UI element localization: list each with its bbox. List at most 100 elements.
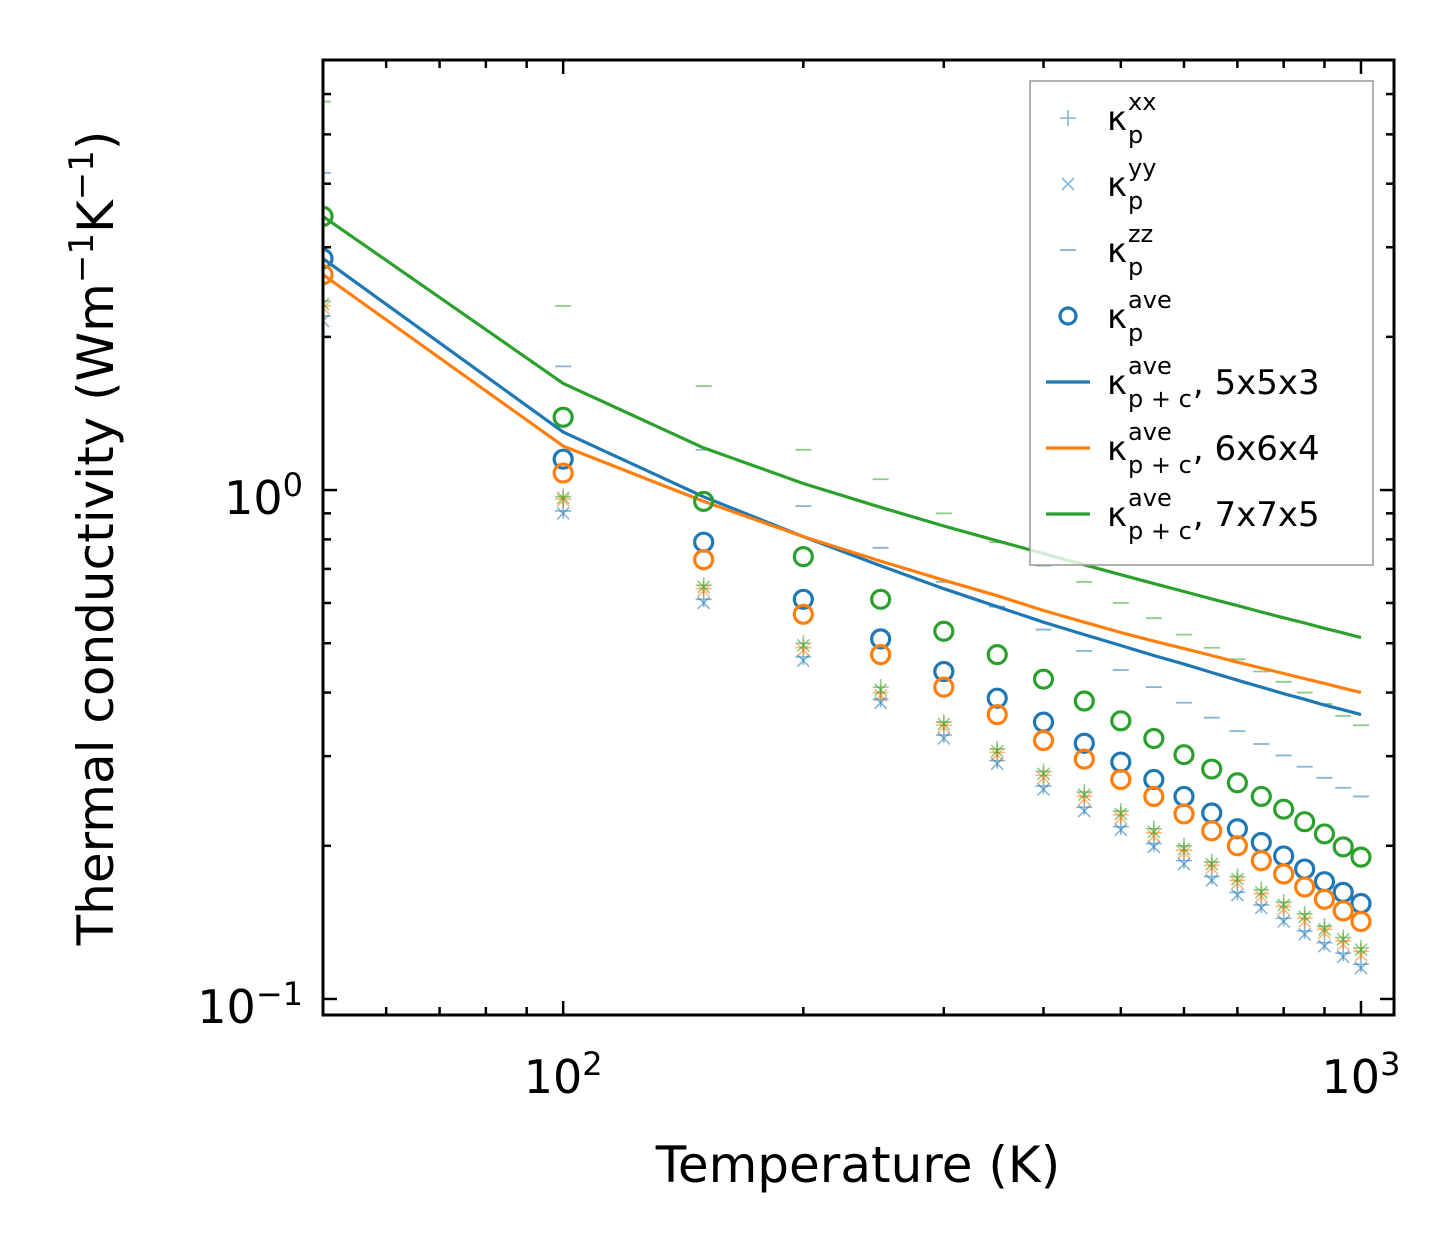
point-avg-7x7x5-300	[933, 620, 955, 642]
point-xx-7x7x5-850	[1296, 905, 1313, 922]
point-yy-5x5x3-450	[1077, 804, 1091, 818]
point-yy-6x6x4-150	[697, 583, 711, 597]
point-yy-7x7x5-150	[697, 580, 711, 594]
point-avg-6x6x4-150	[693, 549, 715, 571]
point-avg-6x6x4-400	[1032, 729, 1055, 752]
y-tick-label: 10−1	[197, 975, 303, 1034]
point-yy-7x7x5-200	[796, 638, 810, 653]
point-xx-7x7x5-1000	[1352, 939, 1369, 956]
legend-label: κxx p	[1107, 88, 1156, 149]
point-yy-6x6x4-100	[556, 493, 570, 507]
point-xx-7x7x5-950	[1335, 929, 1352, 946]
point-yy-7x7x5-50	[323, 297, 330, 311]
point-avg-7x7x5-600	[1173, 744, 1195, 766]
point-avg-7x7x5-750	[1250, 785, 1272, 808]
point-yy-7x7x5-500	[1114, 807, 1128, 821]
point-yy-7x7x5-550	[1147, 825, 1161, 839]
legend-label: κave p + c, 5x5x3	[1107, 352, 1320, 413]
point-yy-6x6x4-650	[1205, 861, 1219, 875]
point-avg-5x5x3-50	[323, 248, 334, 270]
plot-frame	[321, 58, 1396, 1017]
point-yy-6x6x4-500	[1114, 811, 1128, 825]
point-yy-6x6x4-700	[1230, 876, 1244, 890]
point-avg-6x6x4-900	[1313, 888, 1336, 910]
legend-entry: κave p + c, 7x7x5	[1046, 484, 1320, 545]
point-avg-5x5x3-250	[870, 628, 892, 650]
point-avg-5x5x3-450	[1073, 732, 1095, 754]
point-xx-7x7x5-500	[1112, 803, 1129, 820]
point-yy-6x6x4-550	[1147, 829, 1161, 843]
point-avg-6x6x4-700	[1226, 835, 1248, 857]
point-avg-7x7x5-100	[552, 406, 574, 428]
point-yy-5x5x3-500	[1114, 823, 1128, 837]
point-avg-7x7x5-550	[1143, 727, 1165, 750]
legend-cross-marker	[1061, 177, 1075, 191]
legend-entry: κave p + c, 6x6x4	[1046, 418, 1320, 479]
point-yy-7x7x5-750	[1254, 885, 1268, 899]
point-xx-7x7x5-750	[1253, 881, 1270, 898]
legend-label: κave p + c, 7x7x5	[1107, 484, 1320, 545]
point-avg-6x6x4-850	[1294, 876, 1316, 898]
point-yy-6x6x4-800	[1277, 902, 1291, 916]
point-avg-6x6x4-800	[1273, 863, 1295, 885]
legend-entry: κxx p	[1060, 88, 1156, 149]
legend-label: κzz p	[1107, 220, 1153, 281]
point-avg-6x6x4-600	[1173, 803, 1195, 825]
point-yy-5x5x3-550	[1147, 840, 1161, 854]
point-avg-5x5x3-200	[792, 588, 814, 610]
point-avg-6x6x4-450	[1073, 748, 1095, 770]
point-xx-7x7x5-200	[795, 635, 812, 652]
x-tick-label: 102	[524, 1045, 603, 1104]
series-line-total-6x6x4	[323, 273, 1362, 695]
plot-area	[323, 100, 1372, 975]
point-yy-6x6x4-450	[1077, 792, 1091, 806]
x-axis-label: Temperature (K)	[655, 1136, 1060, 1194]
point-yy-6x6x4-900	[1317, 926, 1332, 940]
point-yy-6x6x4-850	[1298, 914, 1312, 929]
point-yy-6x6x4-50	[323, 301, 330, 315]
point-avg-7x7x5-1000	[1350, 846, 1372, 868]
point-avg-7x7x5-950	[1332, 836, 1354, 858]
point-avg-6x6x4-250	[870, 643, 892, 666]
axes: 102 103 10−1 100	[197, 58, 1401, 1104]
point-yy-5x5x3-300	[937, 731, 951, 746]
legend-label: κave p	[1107, 286, 1172, 347]
point-yy-7x7x5-450	[1077, 788, 1091, 802]
point-yy-5x5x3-950	[1336, 950, 1350, 964]
point-yy-6x6x4-300	[937, 720, 951, 734]
point-yy-6x6x4-600	[1177, 845, 1191, 860]
x-tick-label: 103	[1322, 1045, 1401, 1104]
point-avg-6x6x4-200	[792, 603, 814, 625]
point-avg-7x7x5-350	[986, 643, 1008, 666]
point-avg-7x7x5-700	[1226, 772, 1248, 794]
point-avg-6x6x4-950	[1332, 900, 1354, 922]
point-avg-6x6x4-300	[933, 676, 955, 698]
series-line-total-7x7x5	[323, 215, 1362, 640]
legend-entry: κave p	[1058, 286, 1172, 347]
point-yy-5x5x3-100	[556, 506, 570, 520]
point-yy-5x5x3-700	[1230, 888, 1244, 902]
point-avg-6x6x4-750	[1250, 850, 1272, 872]
point-yy-6x6x4-200	[796, 643, 810, 657]
point-xx-7x7x5-600	[1175, 837, 1192, 854]
point-yy-5x5x3-200	[796, 654, 810, 668]
point-yy-5x5x3-900	[1317, 939, 1332, 953]
point-avg-6x6x4-650	[1201, 820, 1223, 842]
legend-label: κave p + c, 6x6x4	[1107, 418, 1320, 479]
point-yy-7x7x5-700	[1230, 872, 1244, 886]
point-xx-7x7x5-250	[872, 679, 889, 696]
legend-circle-marker	[1058, 306, 1078, 326]
point-yy-5x5x3-800	[1277, 914, 1291, 929]
point-avg-6x6x4-1000	[1350, 910, 1372, 933]
point-avg-7x7x5-900	[1313, 823, 1336, 845]
point-yy-7x7x5-1000	[1354, 943, 1368, 957]
point-yy-6x6x4-1000	[1354, 948, 1368, 962]
point-avg-7x7x5-50	[323, 205, 334, 227]
point-xx-7x7x5-550	[1145, 820, 1162, 837]
point-avg-5x5x3-100	[552, 448, 574, 470]
legend-entry: κzz p	[1060, 220, 1153, 281]
legend-entry: κyy p	[1061, 154, 1156, 215]
point-avg-6x6x4-100	[552, 462, 574, 484]
